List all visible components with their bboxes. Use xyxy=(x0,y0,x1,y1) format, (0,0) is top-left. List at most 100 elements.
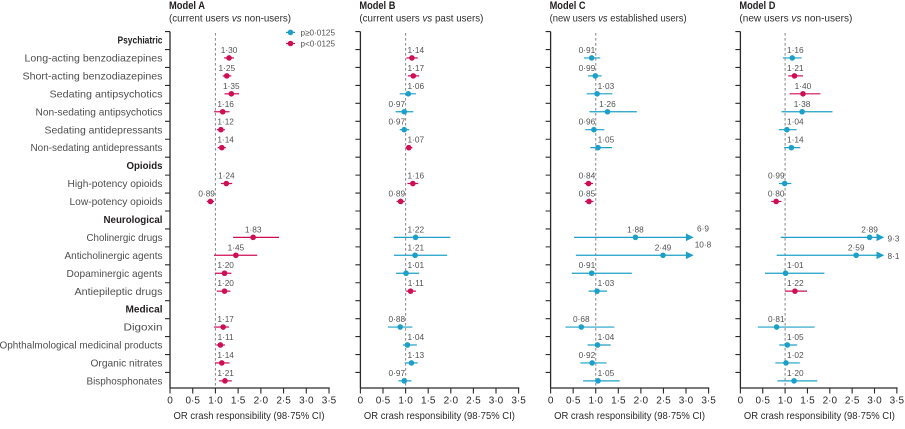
svg-text:1·02: 1·02 xyxy=(787,350,804,360)
svg-text:0·88: 0·88 xyxy=(388,314,405,324)
svg-text:(current users vs non-users): (current users vs non-users) xyxy=(169,13,291,25)
svg-text:1·11: 1·11 xyxy=(218,332,234,342)
svg-text:1·25: 1·25 xyxy=(218,63,235,73)
svg-text:0·89: 0·89 xyxy=(388,188,405,198)
svg-text:Model B: Model B xyxy=(359,0,395,12)
svg-text:1·22: 1·22 xyxy=(407,224,424,234)
svg-text:0·85: 0·85 xyxy=(579,188,596,198)
svg-text:1·83: 1·83 xyxy=(245,224,262,234)
svg-text:Non-sedating antipsychotics: Non-sedating antipsychotics xyxy=(36,106,163,118)
svg-text:0·68: 0·68 xyxy=(573,314,590,324)
svg-text:3·0: 3·0 xyxy=(489,396,504,407)
svg-text:0: 0 xyxy=(548,396,554,407)
svg-text:0·5: 0·5 xyxy=(185,396,200,407)
svg-text:0·96: 0·96 xyxy=(579,117,596,127)
svg-text:Short-acting benzodiazepines: Short-acting benzodiazepines xyxy=(23,71,163,83)
svg-text:1·21: 1·21 xyxy=(217,368,234,378)
svg-text:Psychiatric: Psychiatric xyxy=(118,35,163,47)
svg-text:0: 0 xyxy=(167,396,173,407)
svg-text:0·91: 0·91 xyxy=(579,45,596,55)
svg-text:2·0: 2·0 xyxy=(634,396,649,407)
svg-text:Model A: Model A xyxy=(169,0,205,12)
svg-text:Model D: Model D xyxy=(739,0,775,12)
svg-text:1·05: 1·05 xyxy=(598,368,615,378)
svg-text:1·35: 1·35 xyxy=(223,81,240,91)
svg-text:8·1: 8·1 xyxy=(888,251,900,261)
svg-text:0·80: 0·80 xyxy=(768,188,785,198)
svg-text:0: 0 xyxy=(738,396,744,407)
svg-text:1·14: 1·14 xyxy=(407,45,424,55)
svg-text:1·0: 1·0 xyxy=(589,396,604,407)
svg-text:1·12: 1·12 xyxy=(217,117,234,127)
svg-text:2·5: 2·5 xyxy=(276,396,291,407)
svg-text:1·40: 1·40 xyxy=(795,81,812,91)
svg-text:0·92: 0·92 xyxy=(579,350,596,360)
svg-text:Dopaminergic agents: Dopaminergic agents xyxy=(67,268,163,280)
svg-text:9·3: 9·3 xyxy=(888,233,900,243)
svg-text:1·01: 1·01 xyxy=(787,260,804,270)
svg-text:3·5: 3·5 xyxy=(890,396,905,407)
svg-text:p≥0·0125: p≥0·0125 xyxy=(301,27,336,37)
svg-text:Bisphosphonates: Bisphosphonates xyxy=(87,376,163,388)
svg-text:1·21: 1·21 xyxy=(787,63,804,73)
svg-text:1·22: 1·22 xyxy=(787,278,804,288)
svg-text:1·5: 1·5 xyxy=(231,396,246,407)
svg-text:1·14: 1·14 xyxy=(217,135,234,145)
svg-text:OR crash responsibility (98·75: OR crash responsibility (98·75% CI) xyxy=(364,410,515,422)
svg-text:1·20: 1·20 xyxy=(787,368,804,378)
svg-text:1·16: 1·16 xyxy=(787,45,804,55)
svg-text:2·5: 2·5 xyxy=(466,396,481,407)
svg-text:1·04: 1·04 xyxy=(787,117,804,127)
svg-text:3·5: 3·5 xyxy=(322,396,337,407)
svg-text:0·97: 0·97 xyxy=(388,368,405,378)
svg-text:Non-sedating antidepressants: Non-sedating antidepressants xyxy=(31,142,163,154)
svg-text:Sedating antipsychotics: Sedating antipsychotics xyxy=(50,88,163,100)
svg-text:0·5: 0·5 xyxy=(566,396,581,407)
svg-text:0·5: 0·5 xyxy=(376,396,391,407)
svg-text:1·17: 1·17 xyxy=(217,314,234,324)
svg-text:2·59: 2·59 xyxy=(848,242,865,252)
svg-text:Ophthalmological medicinal pro: Ophthalmological medicinal products xyxy=(0,340,163,352)
svg-text:1·16: 1·16 xyxy=(407,171,424,181)
svg-text:0·84: 0·84 xyxy=(579,171,596,181)
svg-text:1·13: 1·13 xyxy=(407,350,424,360)
svg-text:Sedating antidepressants: Sedating antidepressants xyxy=(45,124,163,136)
svg-text:1·05: 1·05 xyxy=(598,135,615,145)
svg-text:10·8: 10·8 xyxy=(695,240,712,250)
svg-text:1·38: 1·38 xyxy=(794,99,811,109)
svg-text:Opioids: Opioids xyxy=(127,160,163,172)
svg-text:1·0: 1·0 xyxy=(398,396,413,407)
svg-text:0·91: 0·91 xyxy=(579,260,596,270)
svg-text:1·21: 1·21 xyxy=(407,242,424,252)
svg-text:Antiepileptic drugs: Antiepileptic drugs xyxy=(75,286,163,298)
svg-text:OR crash responsibility (98·75: OR crash responsibility (98·75% CI) xyxy=(554,410,705,422)
svg-text:OR crash responsibility (98·75: OR crash responsibility (98·75% CI) xyxy=(744,410,895,422)
svg-text:1·17: 1·17 xyxy=(407,63,424,73)
svg-text:1·03: 1·03 xyxy=(598,278,615,288)
svg-text:1·45: 1·45 xyxy=(228,242,245,252)
svg-text:2·0: 2·0 xyxy=(823,396,838,407)
svg-text:3·0: 3·0 xyxy=(299,396,314,407)
svg-text:(new users vs established user: (new users vs established users) xyxy=(550,13,687,25)
svg-text:Model C: Model C xyxy=(550,0,586,12)
svg-text:1·24: 1·24 xyxy=(218,171,235,181)
svg-text:0·99: 0·99 xyxy=(768,171,785,181)
svg-text:2·5: 2·5 xyxy=(845,396,860,407)
svg-text:3·0: 3·0 xyxy=(679,396,694,407)
svg-text:Organic nitrates: Organic nitrates xyxy=(91,358,163,370)
svg-text:2·89: 2·89 xyxy=(861,224,878,234)
svg-text:1·88: 1·88 xyxy=(627,224,644,234)
svg-text:0·97: 0·97 xyxy=(388,117,405,127)
svg-text:0·89: 0·89 xyxy=(198,188,215,198)
svg-text:2·5: 2·5 xyxy=(656,396,671,407)
svg-text:1·20: 1·20 xyxy=(217,260,234,270)
svg-text:0: 0 xyxy=(358,396,364,407)
svg-text:1·04: 1·04 xyxy=(598,332,615,342)
svg-text:1·01: 1·01 xyxy=(407,260,424,270)
svg-text:1·5: 1·5 xyxy=(611,396,626,407)
svg-text:2·0: 2·0 xyxy=(254,396,269,407)
svg-text:3·5: 3·5 xyxy=(701,396,716,407)
svg-text:(current users vs past users): (current users vs past users) xyxy=(359,13,483,25)
svg-text:1·0: 1·0 xyxy=(208,396,223,407)
svg-text:3·0: 3·0 xyxy=(867,396,882,407)
